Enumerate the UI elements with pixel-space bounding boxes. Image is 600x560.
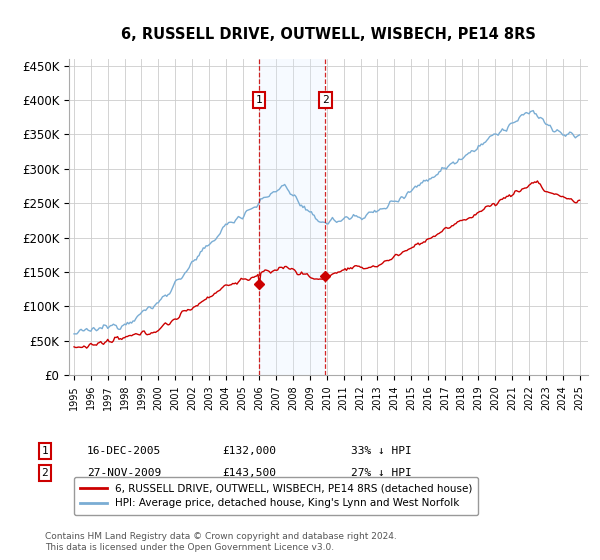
Text: 27% ↓ HPI: 27% ↓ HPI [351, 468, 412, 478]
Text: 2: 2 [41, 468, 49, 478]
Text: 16-DEC-2005: 16-DEC-2005 [87, 446, 161, 456]
Bar [259, 59, 325, 375]
Text: Contains HM Land Registry data © Crown copyright and database right 2024.
This d: Contains HM Land Registry data © Crown c… [45, 532, 397, 552]
Text: 2: 2 [322, 95, 329, 105]
Title: 6, RUSSELL DRIVE, OUTWELL, WISBECH, PE14 8RS: 6, RUSSELL DRIVE, OUTWELL, WISBECH, PE14… [121, 27, 536, 43]
Text: £132,000: £132,000 [222, 446, 276, 456]
Legend: 6, RUSSELL DRIVE, OUTWELL, WISBECH, PE14 8RS (detached house), HPI: Average pric: 6, RUSSELL DRIVE, OUTWELL, WISBECH, PE14… [74, 477, 478, 515]
Text: £143,500: £143,500 [222, 468, 276, 478]
Text: 33% ↓ HPI: 33% ↓ HPI [351, 446, 412, 456]
Text: 1: 1 [41, 446, 49, 456]
Text: 1: 1 [256, 95, 262, 105]
Text: 27-NOV-2009: 27-NOV-2009 [87, 468, 161, 478]
